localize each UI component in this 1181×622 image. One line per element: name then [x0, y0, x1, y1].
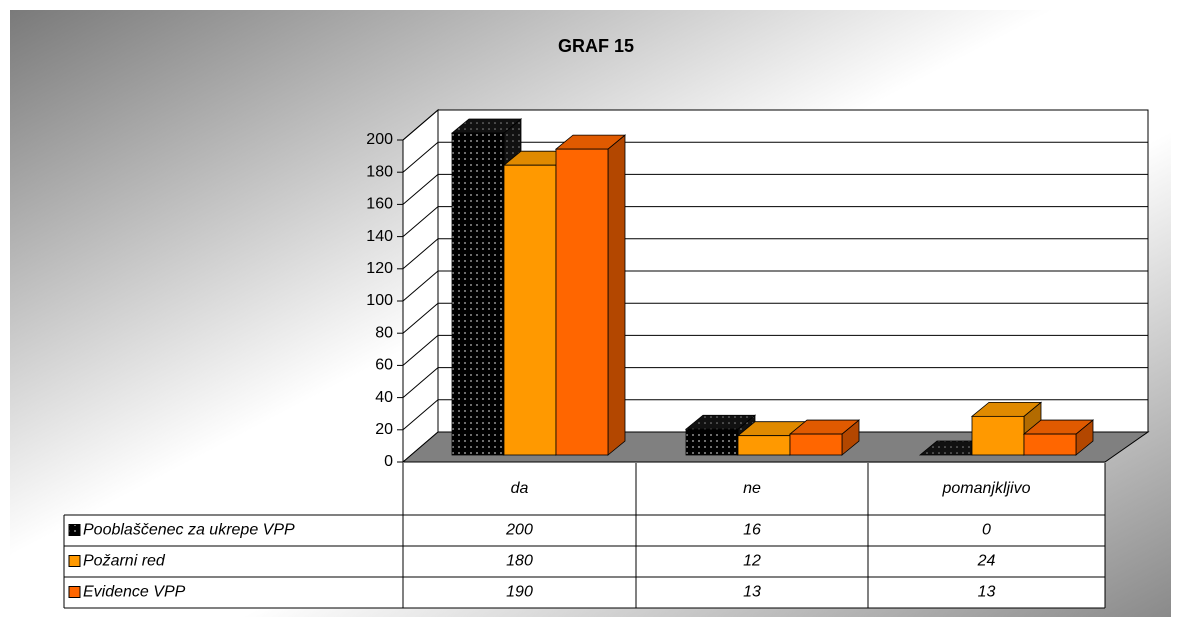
table-value: 180 — [506, 553, 533, 570]
bar — [554, 134, 627, 456]
bar-front — [555, 148, 609, 456]
legend-key — [68, 555, 81, 567]
grid-line — [402, 174, 439, 205]
y-tick-label: 0 — [384, 453, 393, 470]
y-tick-label: 120 — [366, 260, 393, 277]
grid-line — [402, 399, 439, 431]
y-tick-label: 40 — [375, 389, 393, 406]
chart-title: GRAF 15 — [558, 36, 634, 56]
y-tick-label: 200 — [366, 131, 393, 148]
grid-line — [402, 206, 439, 237]
grid-line — [402, 270, 439, 302]
grid-line — [402, 238, 439, 270]
bar-front — [503, 164, 557, 456]
table-bg — [64, 515, 1105, 608]
grid-line — [402, 141, 439, 173]
bar — [1022, 419, 1095, 456]
bar-front — [451, 132, 505, 456]
y-tick-label: 100 — [366, 292, 393, 309]
table-value: 12 — [743, 553, 761, 570]
y-tick-label: 60 — [375, 357, 393, 374]
table-value: 24 — [977, 553, 996, 570]
legend-label: Evidence VPP — [83, 584, 186, 601]
x-tick-label: da — [511, 480, 529, 497]
y-tick-label: 140 — [366, 228, 393, 245]
y-tick-label: 20 — [375, 421, 393, 438]
table-value: 190 — [506, 584, 533, 601]
grid-line — [402, 367, 439, 398]
table-header-bg — [403, 463, 1105, 515]
y-tick-label: 80 — [375, 324, 393, 341]
table-value: 13 — [978, 584, 996, 601]
bar-front — [737, 435, 791, 456]
table-value: 0 — [982, 522, 991, 539]
table-value: 200 — [505, 522, 533, 539]
bar-front — [789, 433, 843, 456]
grid-line — [402, 109, 439, 141]
bar-front — [1023, 433, 1077, 456]
legend-label: Pooblaščenec za ukrepe VPP — [83, 522, 295, 539]
y-tick-label: 160 — [366, 196, 393, 213]
table-value: 16 — [743, 522, 761, 539]
grid-line — [402, 335, 439, 366]
bar-side — [607, 134, 626, 456]
y-tick-label: 180 — [366, 163, 393, 180]
legend-label: Požarni red — [83, 553, 166, 570]
x-tick-label: ne — [743, 480, 761, 497]
table-value: 13 — [743, 584, 761, 601]
bar — [788, 419, 861, 456]
grid-line — [402, 302, 439, 334]
bar-front — [971, 415, 1025, 456]
legend-key — [68, 586, 81, 598]
legend-key — [68, 524, 81, 536]
x-tick-label: pomanjkljivo — [941, 480, 1030, 497]
bar-front — [685, 428, 739, 456]
